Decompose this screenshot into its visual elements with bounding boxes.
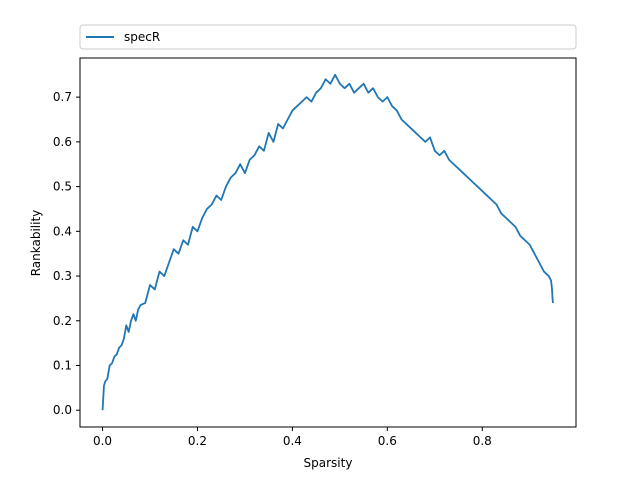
y-tick-label: 0.4 [53, 224, 72, 238]
y-axis-label: Rankability [29, 210, 43, 277]
x-tick-label: 0.4 [283, 434, 302, 448]
legend: specR [79, 24, 577, 50]
series-layer [101, 73, 554, 411]
x-axis-label: Sparsity [304, 456, 353, 470]
x-tick-label: 0.6 [378, 434, 397, 448]
x-tick-label: 0.8 [473, 434, 492, 448]
y-tick-label: 0.0 [53, 403, 72, 417]
axes-frame [79, 57, 577, 428]
y-tick-label: 0.2 [53, 314, 72, 328]
y-tick-label: 0.5 [53, 180, 72, 194]
x-tick-label: 0.0 [93, 434, 112, 448]
plot-area [79, 57, 577, 428]
legend-box [79, 24, 577, 50]
legend-label-specR: specR [124, 30, 160, 44]
y-tick-label: 0.3 [53, 269, 72, 283]
x-tick-label: 0.2 [188, 434, 207, 448]
y-tick-label: 0.1 [53, 359, 72, 373]
y-tick-label: 0.7 [53, 90, 72, 104]
x-axis-ticks: 0.0 0.2 0.4 0.6 0.8 [93, 427, 492, 448]
y-tick-label: 0.6 [53, 135, 72, 149]
y-axis-ticks: 0.0 0.1 0.2 0.3 0.4 0.5 0.6 0.7 [53, 90, 80, 417]
series-line-specR [101, 73, 554, 411]
